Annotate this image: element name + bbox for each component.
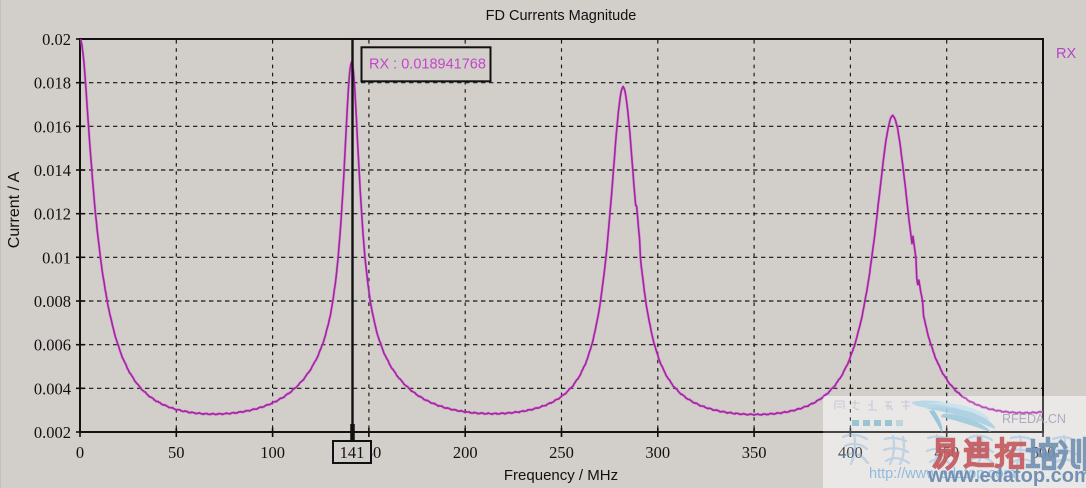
svg-text:RX: RX <box>1056 46 1076 62</box>
svg-text:350: 350 <box>742 443 767 462</box>
svg-text:200: 200 <box>453 443 478 462</box>
svg-text:0.004: 0.004 <box>34 379 71 398</box>
svg-text:0.016: 0.016 <box>34 117 71 136</box>
svg-text:FD Currents Magnitude: FD Currents Magnitude <box>486 8 637 24</box>
svg-text:100: 100 <box>260 443 285 462</box>
svg-text:http://www.edatop.com: http://www.edatop.com <box>869 466 1016 482</box>
svg-text:Current / A: Current / A <box>6 171 23 248</box>
svg-text:0.012: 0.012 <box>34 205 71 224</box>
svg-text:Frequency / MHz: Frequency / MHz <box>504 467 618 484</box>
svg-text:141: 141 <box>340 443 365 462</box>
svg-text:400: 400 <box>838 443 863 462</box>
svg-text:300: 300 <box>645 443 670 462</box>
svg-text:0: 0 <box>76 443 84 462</box>
svg-text:0.01: 0.01 <box>42 248 71 267</box>
svg-text:0.02: 0.02 <box>42 30 71 49</box>
svg-text:RX : 0.018941768: RX : 0.018941768 <box>369 57 486 73</box>
svg-text:50: 50 <box>168 443 185 462</box>
svg-text:250: 250 <box>549 443 574 462</box>
svg-text:RFEDA.CN: RFEDA.CN <box>1002 412 1066 426</box>
svg-text:0.018: 0.018 <box>34 74 71 93</box>
svg-text:0.014: 0.014 <box>34 161 71 180</box>
svg-text:0.008: 0.008 <box>34 292 71 311</box>
svg-text:www.edatop.com: www.edatop.com <box>927 465 1086 487</box>
svg-text:0.006: 0.006 <box>34 336 71 355</box>
svg-text:0.002: 0.002 <box>34 423 71 442</box>
